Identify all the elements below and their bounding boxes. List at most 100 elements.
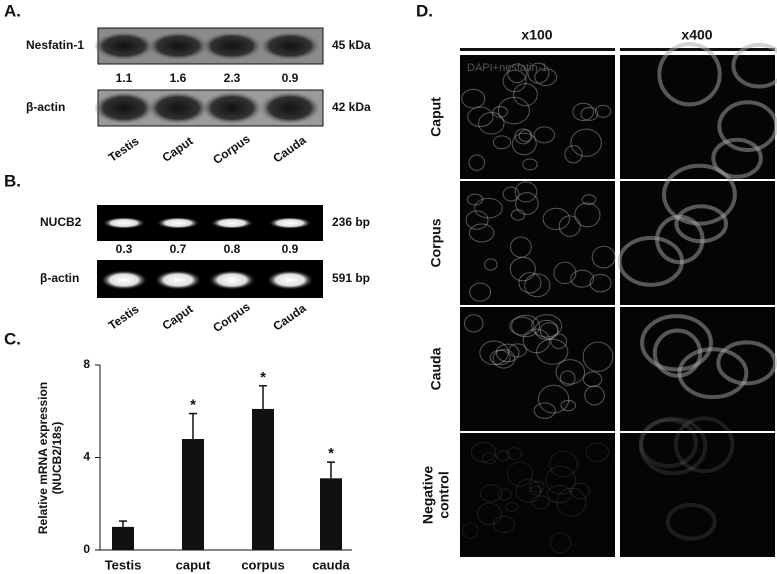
tissue-ring: [518, 272, 542, 294]
tissue-ring: [515, 478, 541, 504]
micrograph: [620, 433, 775, 557]
tissue-ring: [542, 207, 570, 231]
tissue-ring: [463, 314, 484, 333]
x-tick-label: corpus: [241, 557, 284, 572]
tissue-ring: [529, 480, 545, 493]
tissue-ring: [665, 502, 717, 541]
size-label: 236 bp: [332, 215, 370, 229]
tissue-ring: [638, 417, 698, 469]
ratio-label: 0.3: [116, 242, 133, 256]
column-label: x100: [521, 27, 552, 43]
tissue-ring: [677, 347, 749, 400]
row-label: control: [436, 471, 452, 518]
tissue-ring: [716, 340, 777, 386]
panel-label: C.: [4, 329, 21, 348]
tissue-ring: [522, 158, 538, 171]
tissue-ring: [497, 488, 512, 501]
tissue-ring: [462, 522, 479, 539]
tissue-ring: [536, 338, 569, 365]
tissue-ring: [505, 502, 519, 512]
tissue-ring: [585, 442, 610, 462]
blot-band: [148, 92, 208, 124]
tissue-ring: [581, 194, 597, 205]
tissue-ring: [731, 42, 777, 89]
tissue-ring: [509, 316, 535, 336]
tissue-ring: [518, 129, 533, 143]
tissue-ring: [496, 450, 510, 462]
row-label: β-actin: [26, 100, 65, 114]
ratio-label: 1.6: [170, 71, 187, 85]
gel-band: [210, 217, 254, 229]
tissue-ring: [484, 258, 498, 271]
tissue-ring: [495, 343, 520, 363]
tissue-ring: [531, 495, 550, 510]
tissue-ring: [570, 269, 595, 288]
row-label: β-actin: [40, 271, 79, 285]
tissue-ring: [534, 68, 558, 86]
ratio-label: 0.7: [170, 242, 187, 256]
tissue-ring: [468, 223, 495, 243]
y-tick-label: 4: [83, 450, 90, 464]
tissue-ring: [639, 416, 708, 476]
blot-band: [260, 92, 320, 124]
size-label: 45 kDa: [332, 38, 371, 52]
tissue-ring: [534, 319, 559, 340]
tissue-ring: [572, 102, 595, 122]
tissue-ring: [492, 515, 516, 534]
lane-label: Testis: [106, 302, 142, 333]
row-label: Nesfatin-1: [26, 38, 84, 52]
blot-band: [94, 32, 154, 60]
x-tick-label: Testis: [105, 557, 142, 572]
tissue-ring: [558, 215, 581, 237]
tissue-ring: [502, 69, 527, 93]
tissue-ring: [591, 245, 616, 269]
tissue-ring: [594, 104, 612, 118]
row-label: Corpus: [428, 218, 444, 267]
tissue-ring: [559, 370, 576, 386]
ratio-label: 2.3: [224, 71, 241, 85]
gel-band: [100, 270, 148, 290]
row-label: Negative: [420, 466, 436, 525]
ratio-label: 0.9: [282, 71, 299, 85]
lane-label: Cauda: [270, 301, 308, 334]
micrograph: [620, 55, 775, 179]
ratio-label: 0.8: [224, 242, 241, 256]
tissue-ring: [545, 465, 577, 495]
tissue-ring: [617, 235, 685, 287]
y-tick-label: 8: [83, 357, 90, 371]
tissue-ring: [508, 343, 527, 358]
tissue-ring: [549, 450, 578, 478]
x-tick-label: caput: [176, 557, 211, 572]
significance-mark: *: [190, 397, 196, 414]
tissue-ring: [469, 282, 492, 302]
tissue-ring: [711, 137, 763, 179]
tissue-ring: [549, 532, 572, 554]
lane-label: Caput: [160, 134, 196, 165]
bar: [112, 526, 134, 550]
tissue-ring: [515, 192, 539, 215]
tissue-ring: [574, 202, 601, 228]
tissue-ring: [582, 371, 603, 388]
size-label: 591 bp: [332, 271, 370, 285]
tissue-ring: [474, 197, 503, 219]
y-axis-label: Relative mRNA expression: [36, 382, 50, 534]
blot-band: [94, 92, 154, 124]
tissue-ring: [553, 261, 577, 285]
lane-label: Cauda: [270, 133, 308, 166]
tissue-ring: [468, 154, 486, 171]
micrograph: [460, 55, 615, 179]
tissue-ring: [461, 88, 486, 109]
micrograph: [460, 307, 615, 431]
micrograph: [620, 307, 775, 431]
ratio-label: 0.9: [282, 242, 299, 256]
tissue-ring: [476, 502, 502, 526]
significance-mark: *: [260, 369, 266, 386]
column-rule: [620, 48, 775, 51]
tissue-ring: [527, 62, 550, 84]
overlay-label: DAPI+nesfatin-1: [467, 62, 547, 74]
tissue-ring: [533, 402, 556, 419]
micrograph: [460, 433, 615, 557]
tissue-ring: [470, 442, 497, 463]
tissue-ring: [511, 314, 541, 338]
tissue-ring: [467, 106, 494, 128]
